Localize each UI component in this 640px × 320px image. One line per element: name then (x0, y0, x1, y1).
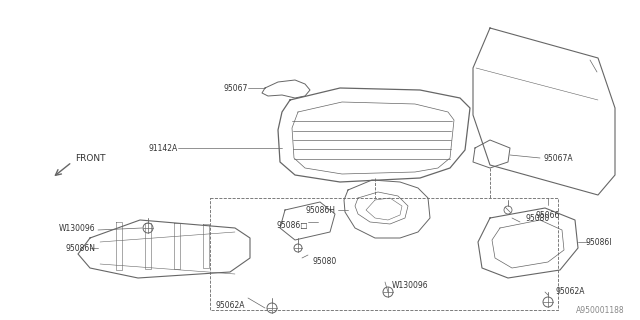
Text: 95067A: 95067A (544, 154, 573, 163)
Text: A950001188: A950001188 (577, 306, 625, 315)
Text: W130096: W130096 (392, 281, 429, 290)
Text: 91142A: 91142A (148, 143, 178, 153)
Text: 95086N: 95086N (65, 244, 95, 252)
Text: W130096: W130096 (58, 223, 95, 233)
Text: 95080: 95080 (525, 213, 549, 222)
Text: 95086I: 95086I (585, 237, 611, 246)
Text: 95067: 95067 (223, 84, 248, 92)
Text: 95080: 95080 (312, 258, 336, 267)
Text: 95086H: 95086H (305, 205, 335, 214)
Text: FRONT: FRONT (75, 154, 106, 163)
Text: 95086□: 95086□ (276, 220, 308, 229)
Text: 95062A: 95062A (216, 300, 245, 309)
Text: 95062A: 95062A (555, 287, 584, 297)
Text: 95066: 95066 (536, 211, 560, 220)
